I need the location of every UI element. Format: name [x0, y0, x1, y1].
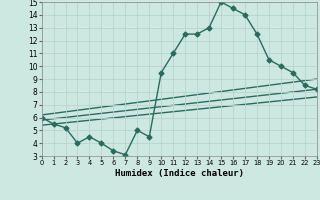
X-axis label: Humidex (Indice chaleur): Humidex (Indice chaleur) [115, 169, 244, 178]
